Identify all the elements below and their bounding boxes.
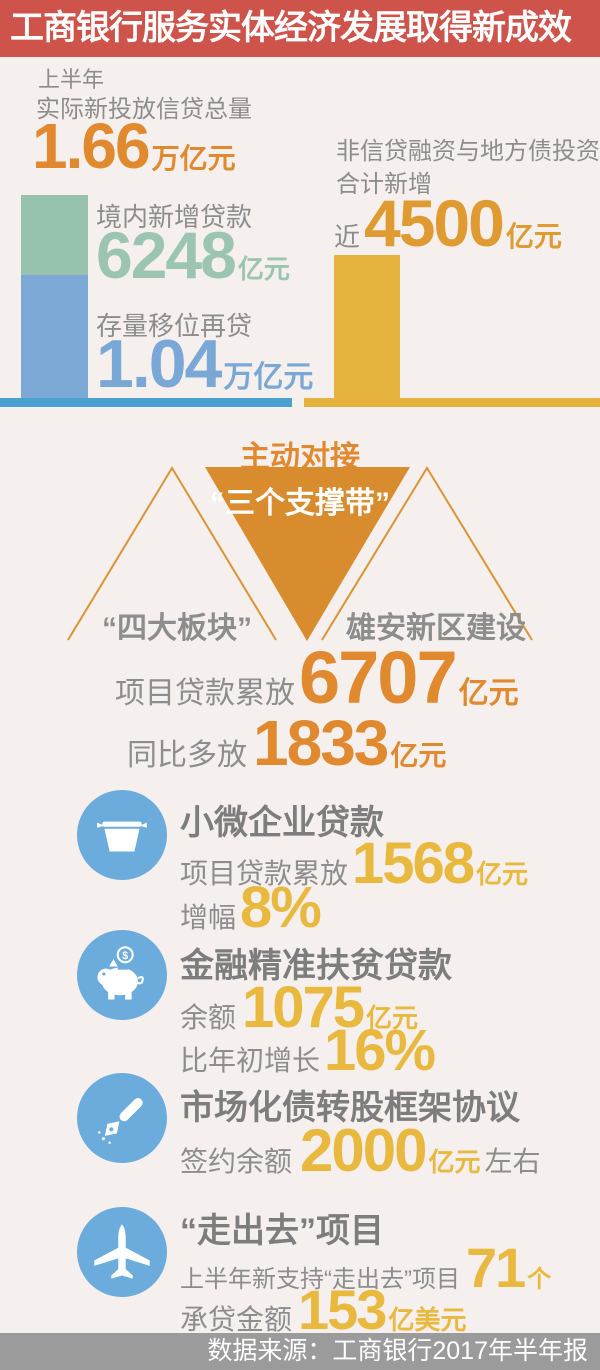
- piggy-bank-icon: $: [97, 946, 144, 1000]
- debt-equity-section-title: 市场化债转股框架协议: [180, 1089, 520, 1127]
- project-loans-row: 项目贷款累放 6707 亿元: [115, 636, 519, 719]
- right-triangle-outline: [321, 466, 533, 641]
- debt-equity-balance-row: 签约余额 2000 亿元 左右: [180, 1117, 541, 1184]
- domestic-loans-label: 境内新增贷款: [96, 202, 253, 232]
- non-credit-prefix: 近: [334, 222, 361, 252]
- going-global-section-title: “走出去”项目: [180, 1212, 384, 1250]
- going-global-section-icon-circle: [77, 1207, 167, 1297]
- going-global-count-row: 上半年新支持“走出去”项目 71 个: [180, 1236, 552, 1299]
- baseline-blue: [0, 398, 292, 407]
- data-source-bar: 数据来源：工商银行2017年半年报: [0, 1333, 600, 1370]
- yoy-more-row: 同比多放 1833 亿元: [127, 707, 447, 779]
- basket-icon: [97, 821, 147, 852]
- page-title: 工商银行服务实体经济发展取得新成效: [0, 0, 600, 57]
- stock-reloan-value: 1.04 万亿元: [96, 326, 314, 402]
- non-credit-label-1: 非信贷融资与地方债投资: [336, 138, 600, 165]
- non-credit-value: 近 4500 亿元: [334, 186, 562, 260]
- bar-domestic-loans: [21, 195, 88, 275]
- going-global-amount-row: 承贷金额 153 亿美元: [180, 1278, 467, 1341]
- triangle-center-label: “三个支撑带”: [210, 487, 390, 520]
- poverty-balance-row: 余额 1075 亿元: [180, 975, 419, 1040]
- total-credit-label: 实际新投放信贷总量: [36, 96, 252, 123]
- stock-reloan-label: 存量移位再贷: [96, 311, 253, 341]
- poverty-growth-row: 比年初增长 16%: [180, 1018, 436, 1083]
- bar-stock-reloan: [21, 275, 88, 398]
- baseline-gold: [304, 398, 600, 407]
- poverty-section-title: 金融精准扶贫贷款: [180, 947, 452, 985]
- triangle-right-label: 雄安新区建设: [346, 612, 526, 645]
- center-triangle: [205, 467, 410, 641]
- domestic-loans-value: 6248 亿元: [96, 218, 290, 292]
- left-triangle-outline: [67, 466, 277, 641]
- smb-growth-row: 增幅 8%: [180, 875, 322, 940]
- smb-loans-row: 项目贷款累放 1568 亿元: [180, 831, 529, 896]
- non-credit-label-2: 合计新增: [336, 171, 432, 198]
- smb-section-title: 小微企业贷款: [180, 804, 384, 842]
- fountain-pen-icon: [98, 1098, 143, 1145]
- triangle-left-label: “四大板块”: [102, 612, 252, 645]
- svg-text:$: $: [122, 950, 128, 962]
- airplane-icon: [94, 1224, 150, 1279]
- bar-non-credit: [334, 255, 400, 398]
- triangles-graphic: [67, 466, 533, 641]
- total-credit-value: 1.66 万亿元: [32, 110, 236, 182]
- smb-section-icon-circle: [77, 790, 167, 880]
- period-label: 上半年: [38, 67, 105, 92]
- debt-equity-section-icon-circle: [77, 1073, 167, 1163]
- poverty-section-icon-circle: $: [77, 930, 167, 1020]
